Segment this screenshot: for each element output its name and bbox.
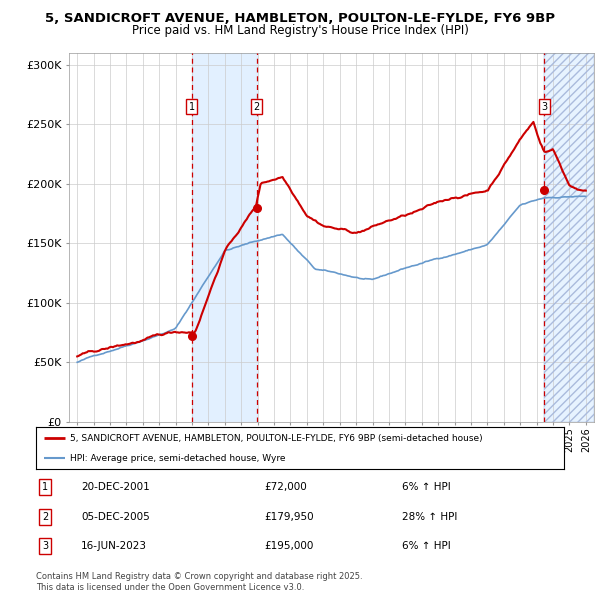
Text: 28% ↑ HPI: 28% ↑ HPI <box>402 512 457 522</box>
Text: 16-JUN-2023: 16-JUN-2023 <box>81 542 147 551</box>
Text: £179,950: £179,950 <box>264 512 314 522</box>
Text: Contains HM Land Registry data © Crown copyright and database right 2025.
This d: Contains HM Land Registry data © Crown c… <box>36 572 362 590</box>
Text: 1: 1 <box>42 483 48 492</box>
Text: 3: 3 <box>541 101 547 112</box>
Bar <box>544 53 594 422</box>
Text: 5, SANDICROFT AVENUE, HAMBLETON, POULTON-LE-FYLDE, FY6 9BP (semi-detached house): 5, SANDICROFT AVENUE, HAMBLETON, POULTON… <box>70 434 483 442</box>
Text: £195,000: £195,000 <box>264 542 313 551</box>
Text: 2: 2 <box>42 512 48 522</box>
Text: 6% ↑ HPI: 6% ↑ HPI <box>402 542 451 551</box>
Text: 5, SANDICROFT AVENUE, HAMBLETON, POULTON-LE-FYLDE, FY6 9BP: 5, SANDICROFT AVENUE, HAMBLETON, POULTON… <box>45 12 555 25</box>
Text: £72,000: £72,000 <box>264 483 307 492</box>
Text: HPI: Average price, semi-detached house, Wyre: HPI: Average price, semi-detached house,… <box>70 454 286 463</box>
Bar <box>544 53 594 422</box>
Bar <box>191 53 257 422</box>
Text: 2: 2 <box>253 101 260 112</box>
Text: 20-DEC-2001: 20-DEC-2001 <box>81 483 150 492</box>
Text: 05-DEC-2005: 05-DEC-2005 <box>81 512 150 522</box>
Text: Price paid vs. HM Land Registry's House Price Index (HPI): Price paid vs. HM Land Registry's House … <box>131 24 469 37</box>
Text: 1: 1 <box>188 101 194 112</box>
Text: 6% ↑ HPI: 6% ↑ HPI <box>402 483 451 492</box>
Text: 3: 3 <box>42 542 48 551</box>
